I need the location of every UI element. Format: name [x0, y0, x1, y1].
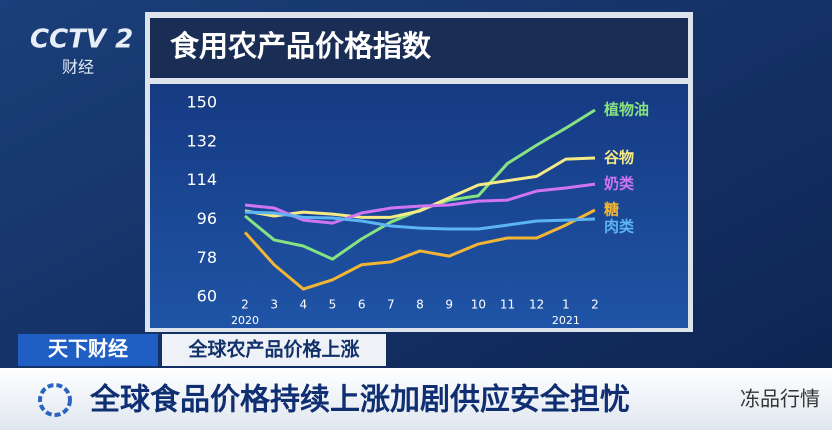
- channel-logo: CCTV 2: [30, 25, 133, 55]
- year-label: 2021: [552, 314, 580, 327]
- subtitle-box: [162, 334, 386, 366]
- x-tick-label: 2: [241, 298, 249, 312]
- series-line: [243, 208, 596, 291]
- series-label: 肉类: [604, 217, 635, 235]
- series-label: 糖: [604, 200, 619, 218]
- x-tick-label: 6: [358, 298, 366, 312]
- x-tick-label: 3: [270, 298, 278, 312]
- y-tick-label: 150: [186, 93, 217, 112]
- x-tick-label: 2: [591, 298, 599, 312]
- series-label: 植物油: [604, 100, 649, 118]
- x-tick-label: 11: [500, 298, 515, 312]
- y-tick-label: 78: [197, 248, 217, 267]
- x-tick-label: 12: [529, 298, 544, 312]
- y-tick-label: 132: [186, 131, 217, 150]
- headline-icon: [38, 383, 72, 417]
- program-box: [18, 334, 158, 366]
- x-tick-label: 10: [471, 298, 486, 312]
- series-label: 奶类: [604, 175, 635, 193]
- subtitle: 全球农产品价格上涨: [187, 338, 359, 361]
- series-line: [244, 156, 596, 219]
- headline: 全球食品价格持续上涨加剧供应安全担忧: [89, 383, 630, 418]
- title-bar: [150, 18, 688, 78]
- y-tick-label: 60: [197, 287, 217, 306]
- year-label: 2020: [231, 314, 259, 327]
- x-tick-label: 4: [300, 298, 308, 312]
- x-tick-label: 1: [562, 298, 570, 312]
- x-tick-label: 8: [416, 298, 424, 312]
- channel-name: 财经: [62, 58, 94, 77]
- x-tick-label: 5: [329, 298, 337, 312]
- y-tick-label: 96: [197, 209, 217, 228]
- headline-bar: [0, 368, 832, 430]
- y-tick-label: 114: [186, 170, 217, 189]
- series-line: [244, 182, 596, 225]
- series-line: [244, 210, 596, 231]
- x-tick-label: 9: [445, 298, 453, 312]
- watermark: 冻品行情: [740, 387, 820, 411]
- series-label: 谷物: [604, 149, 634, 167]
- x-tick-label: 7: [387, 298, 395, 312]
- chart-title: 食用农产品价格指数: [170, 29, 432, 63]
- program-name: 天下财经: [48, 337, 128, 361]
